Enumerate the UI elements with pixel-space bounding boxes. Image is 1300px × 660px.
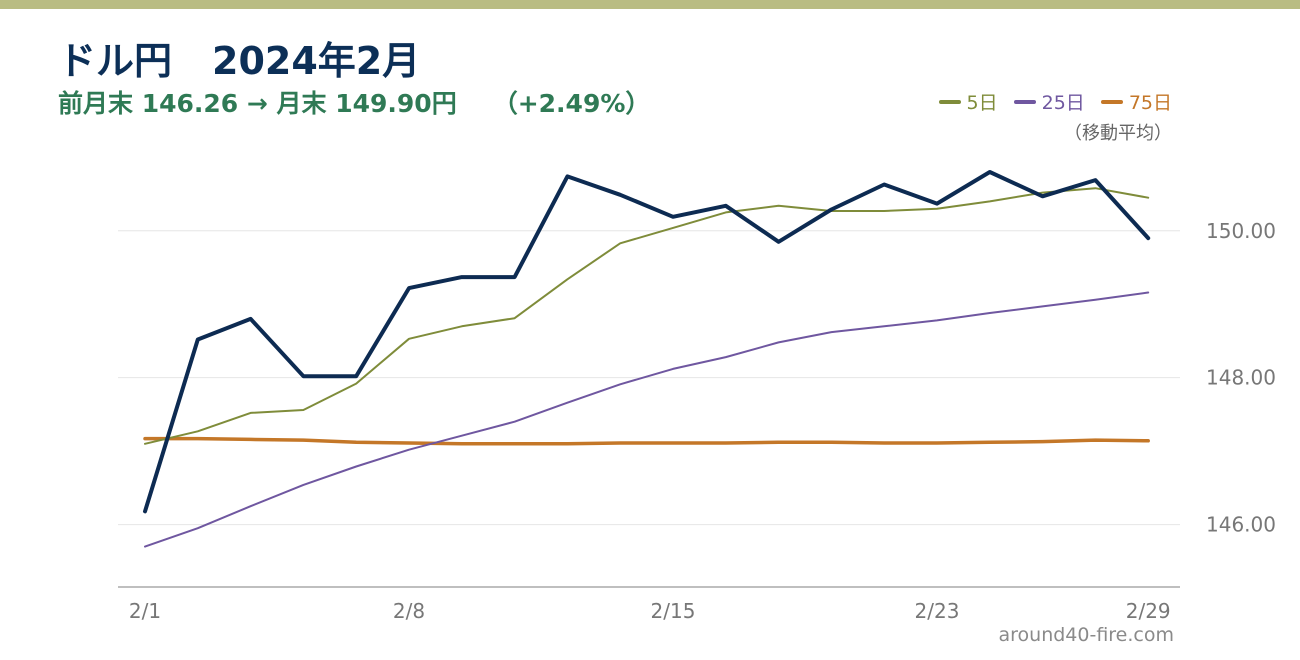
legend-swatch-ma75 <box>1100 99 1123 104</box>
series-line-ma25 <box>144 291 1150 548</box>
x-tick-label-2: 2/15 <box>651 599 696 623</box>
legend-swatch-ma25 <box>1013 99 1036 104</box>
legend-label-ma5: 5日 <box>966 92 998 114</box>
watermark: around40-fire.com <box>998 624 1174 646</box>
chart-subtitle: 前月末 146.26 → 月末 149.90円 （+2.49%） <box>58 84 650 120</box>
x-tick-label-0: 2/1 <box>129 599 161 623</box>
chart-title: ドル円 2024年2月 <box>58 30 420 85</box>
title-period: 2024年2月 <box>212 39 421 83</box>
subtitle-percent: （+2.49%） <box>492 89 651 118</box>
x-tick-label-3: 2/23 <box>915 599 960 623</box>
x-tick-label-1: 2/8 <box>393 599 425 623</box>
x-tick-label-4: 2/29 <box>1126 599 1171 623</box>
title-pair: ドル円 <box>58 39 173 83</box>
legend-label-ma25: 25日 <box>1041 92 1085 114</box>
subtitle-change: 前月末 146.26 → 月末 149.90円 <box>58 89 457 118</box>
y-tick-label-1: 148.00 <box>1206 366 1276 390</box>
legend-item-ma25: 25日 <box>1013 88 1085 115</box>
legend-label-ma75: 75日 <box>1128 92 1172 114</box>
legend-item-ma75: 75日 <box>1100 88 1172 115</box>
legend-item-ma5: 5日 <box>938 88 998 115</box>
series-line-ma75 <box>143 436 1150 446</box>
series-line-close <box>143 170 1151 514</box>
top-accent-bar <box>0 0 1300 9</box>
legend: 5日 25日 75日 <box>938 88 1172 115</box>
legend-swatch-ma5 <box>938 99 961 104</box>
y-tick-label-2: 150.00 <box>1206 219 1276 243</box>
legend-note: （移動平均） <box>1064 123 1172 144</box>
y-tick-label-0: 146.00 <box>1206 513 1276 537</box>
series-line-ma5 <box>144 187 1150 445</box>
